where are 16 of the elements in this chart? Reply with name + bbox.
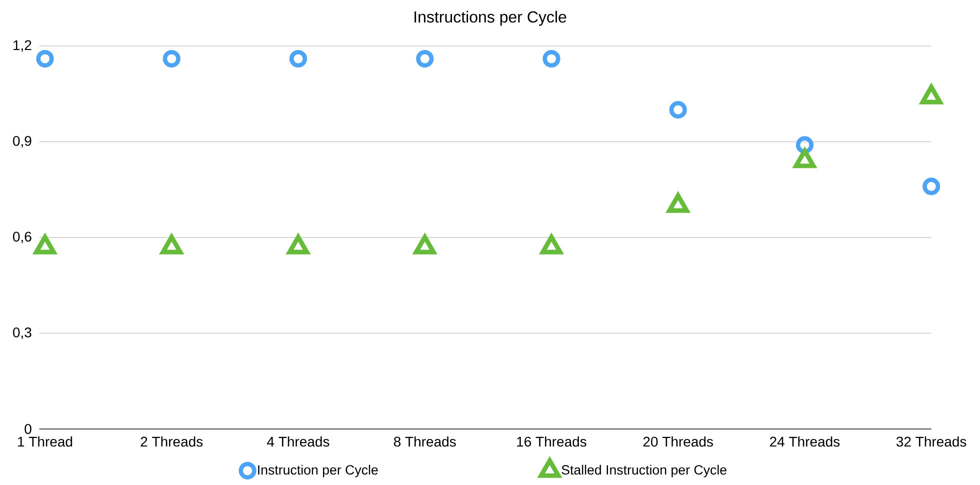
x-tick-label: 20 Threads [643, 436, 713, 447]
x-tick-label: 8 Threads [394, 436, 456, 447]
y-tick-label: 0 [24, 424, 32, 434]
y-tick-label: 0,9 [13, 136, 32, 148]
x-tick-label: 24 Threads [770, 436, 840, 447]
x-tick-label: 16 Threads [517, 436, 586, 447]
y-tick-label: 1,2 [14, 40, 32, 52]
legend-label: Instruction per Cycle [258, 464, 378, 478]
legend-label: Stalled Instruction per Cycle [562, 464, 726, 478]
y-tick-label: 0,6 [13, 232, 32, 244]
x-tick-label: 4 Threads [267, 436, 330, 447]
x-tick-label: 1 Thread [18, 436, 72, 447]
x-tick-label: 32 Threads [896, 436, 966, 447]
y-tick-label: 0,3 [13, 327, 32, 340]
chart-title: Instructions per Cycle [414, 10, 566, 26]
x-tick-label: 2 Threads [140, 436, 203, 447]
